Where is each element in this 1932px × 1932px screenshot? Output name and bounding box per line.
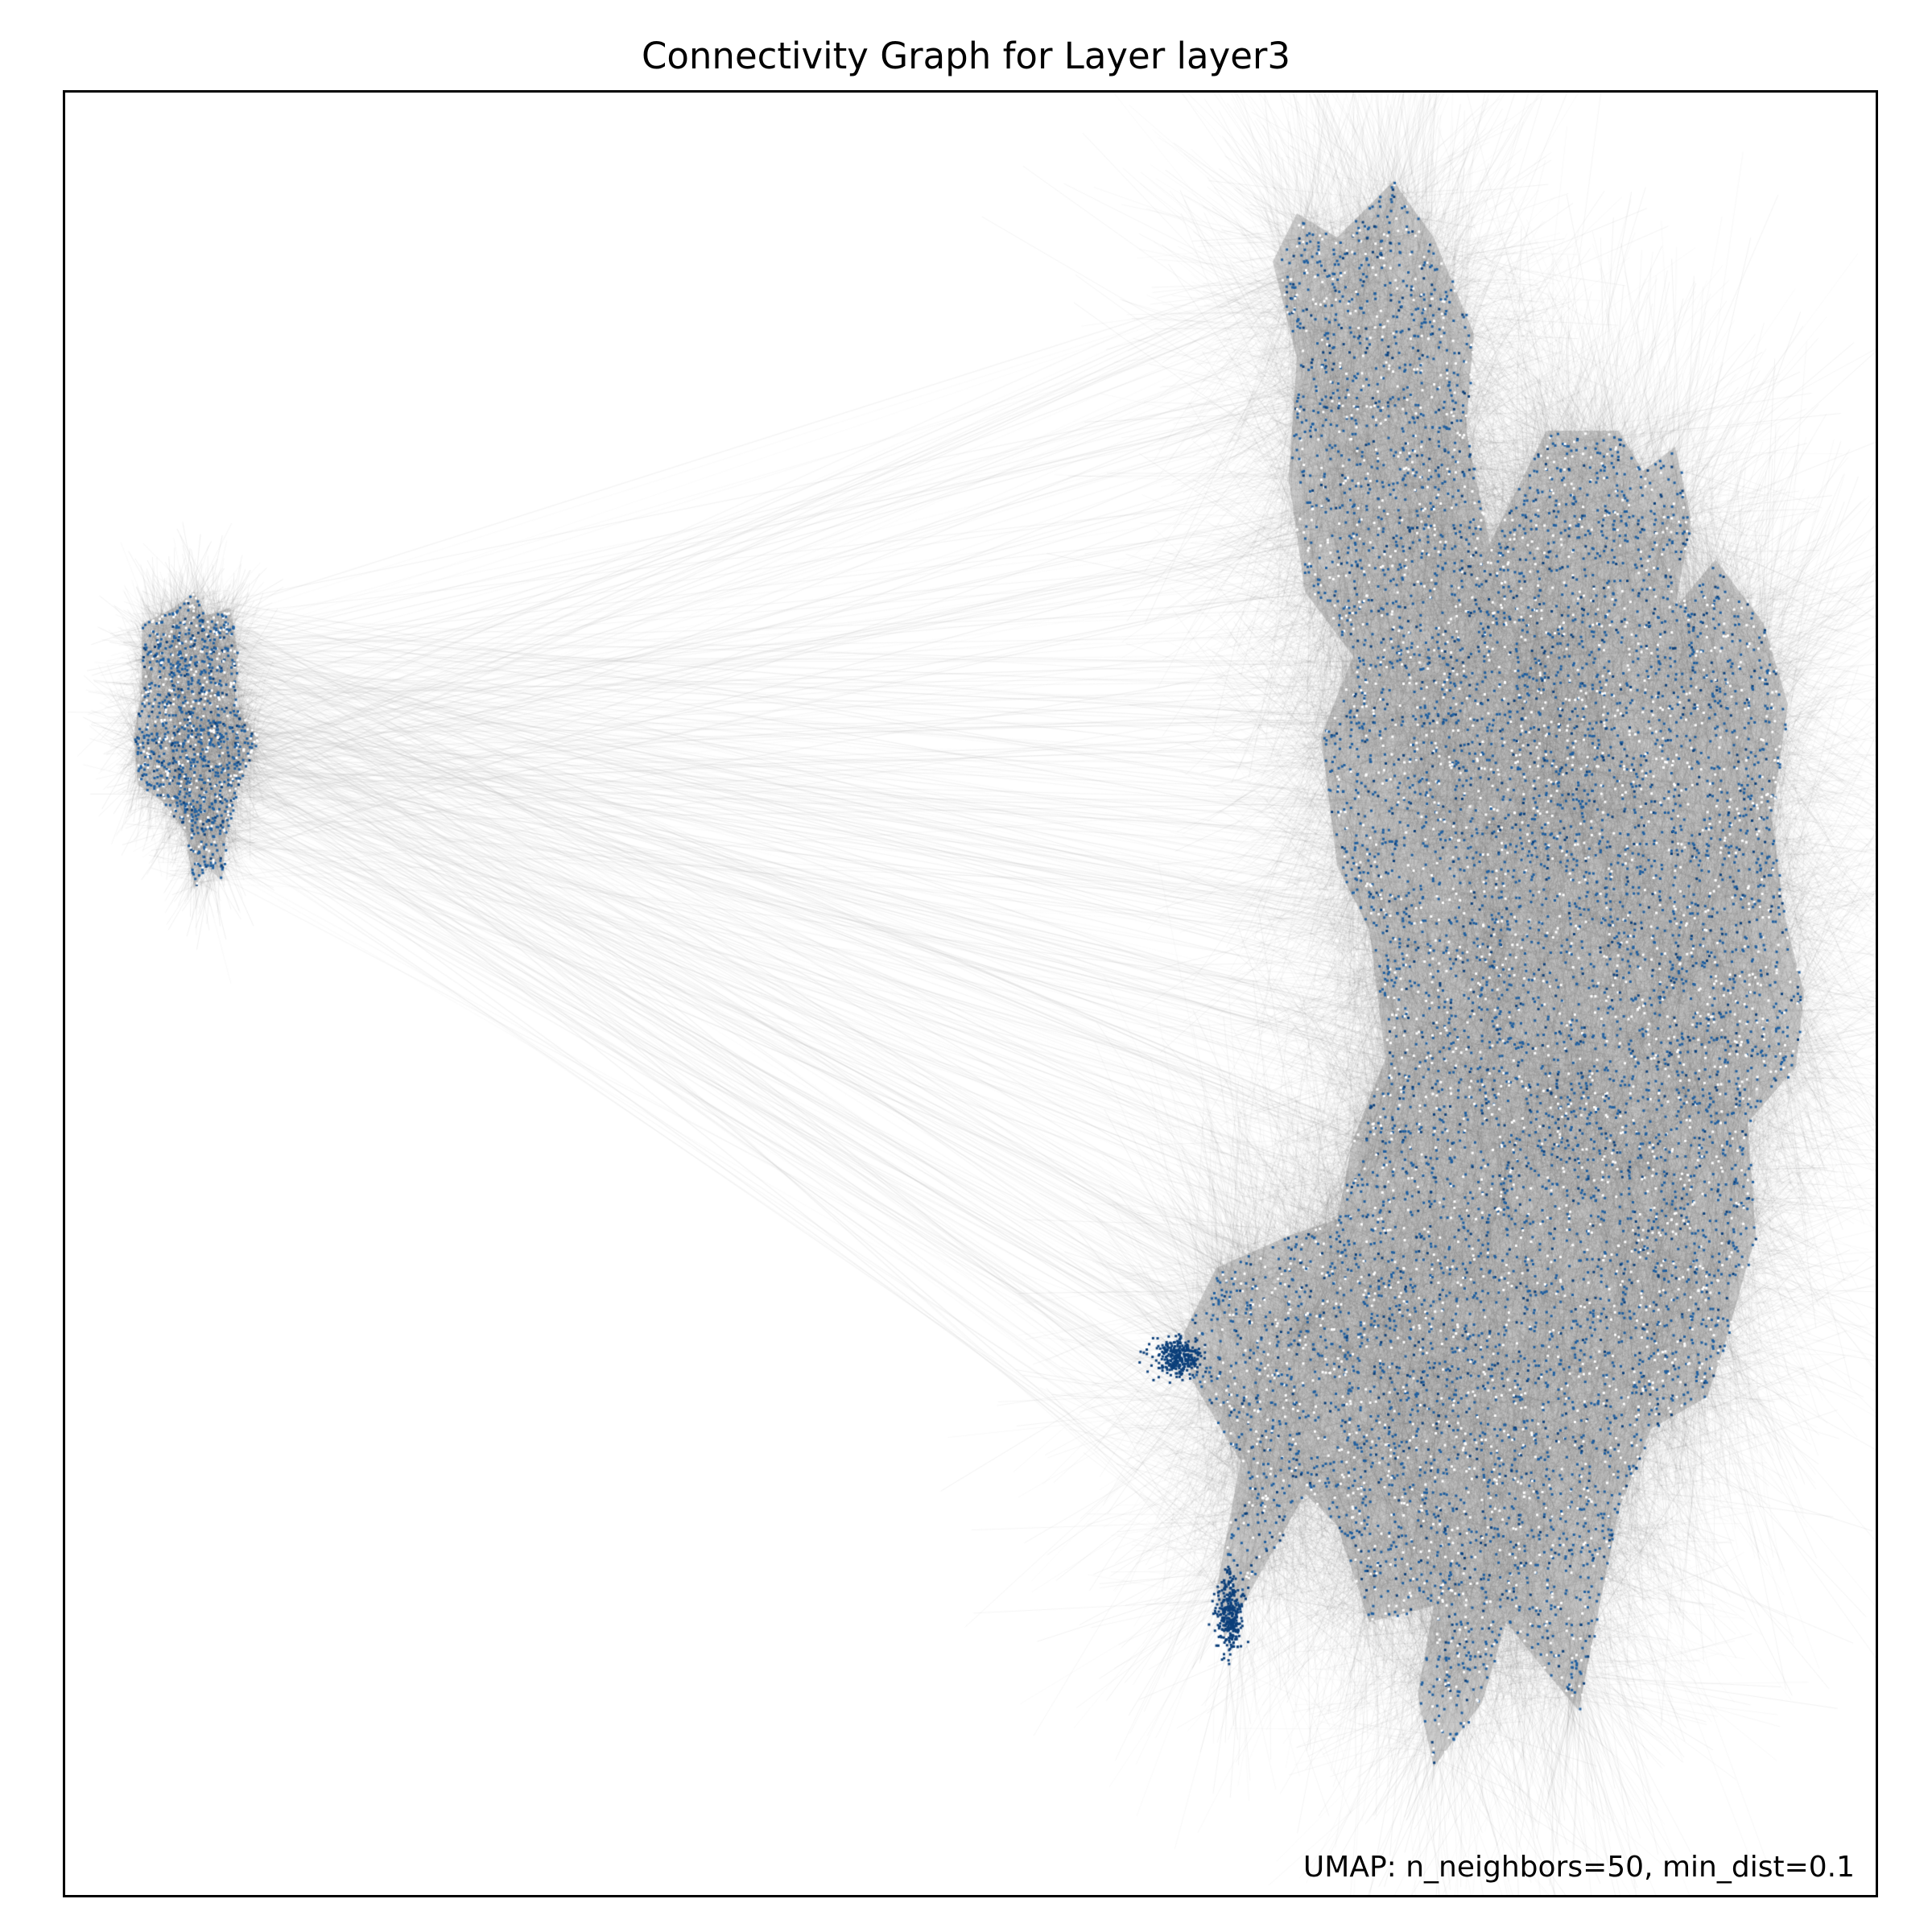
chart-title: Connectivity Graph for Layer layer3 [641,35,1291,77]
connectivity-graph-canvas [65,93,1876,1895]
plot-area: UMAP: n_neighbors=50, min_dist=0.1 [63,90,1878,1897]
umap-parameters-annotation: UMAP: n_neighbors=50, min_dist=0.1 [1302,1851,1855,1884]
